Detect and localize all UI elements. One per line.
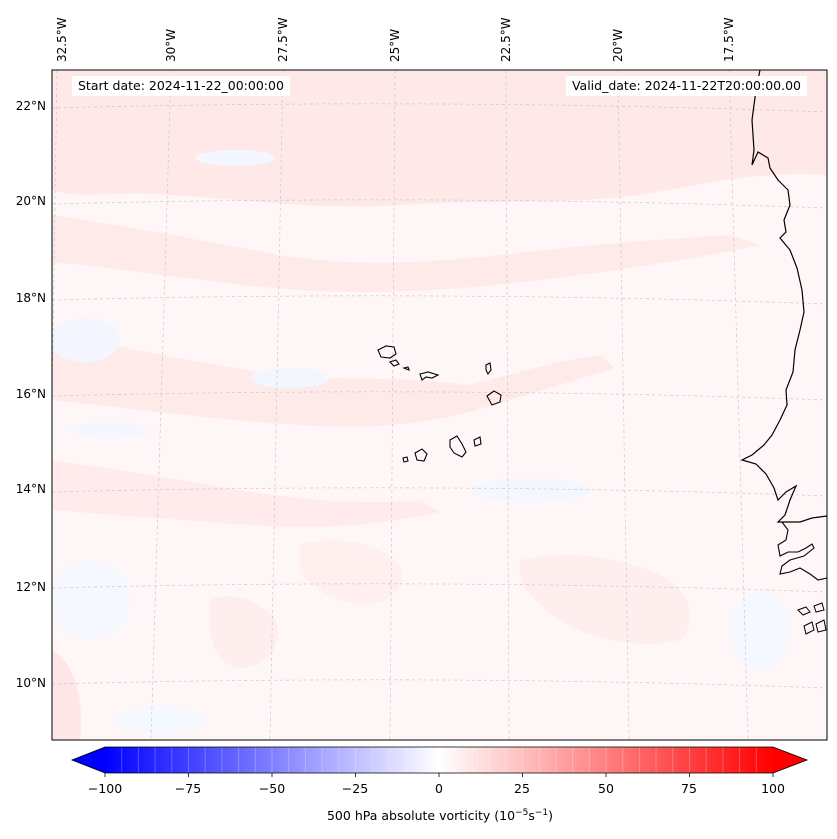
island-sal	[485, 362, 492, 376]
vorticity-negative-4	[52, 560, 130, 640]
lat-label-20n: 20°N	[15, 194, 46, 208]
island-santo-antao	[377, 345, 397, 359]
vorticity-band-lower	[52, 460, 440, 527]
island-sao-nicolau	[419, 371, 440, 381]
vorticity-negative-3	[195, 150, 275, 166]
colorbar-tick-label: 100	[761, 781, 785, 796]
lon-label-27-5w: 27.5°W	[276, 17, 290, 62]
vorticity-band-middle	[52, 330, 615, 427]
colorbar-body	[105, 747, 773, 773]
valid-date-label: Valid_date: 2024-11-22T20:00:00.00	[565, 76, 807, 96]
vorticity-patch-southwest	[52, 650, 81, 740]
gambia-river-coast	[777, 521, 827, 581]
lon-label-30w: 30°W	[164, 28, 178, 62]
island-maio	[473, 436, 482, 447]
colorbar-extend-max	[773, 747, 807, 773]
colorbar-tick-marks	[104, 773, 774, 777]
lon-label-32-5w: 32.5°W	[55, 17, 69, 62]
vorticity-band-upper	[52, 215, 760, 292]
bijagos-islands	[797, 602, 827, 635]
vorticity-negative-8	[730, 590, 790, 670]
vorticity-patch-east	[519, 555, 691, 644]
vorticity-negative-5	[70, 422, 150, 438]
start-date-label: Start date: 2024-11-22_00:00:00	[72, 76, 290, 96]
lat-label-18n: 18°N	[15, 291, 46, 305]
island-brava	[402, 456, 409, 463]
vorticity-band-north	[52, 70, 827, 207]
cape-verde-islands	[377, 345, 502, 463]
lat-label-12n: 12°N	[15, 580, 46, 594]
colorbar-tick-label: −75	[174, 781, 202, 796]
lon-label-25w: 25°W	[388, 28, 402, 62]
vorticity-negative-2	[250, 368, 330, 388]
lat-label-14n: 14°N	[15, 482, 46, 496]
colorbar-extend-min	[72, 747, 105, 773]
vorticity-patch-south	[209, 596, 279, 669]
colorbar-steps	[121, 747, 757, 773]
colorbar-tick-label: −100	[87, 781, 123, 796]
island-sao-vicente	[388, 359, 400, 367]
island-santiago	[449, 435, 467, 458]
colorbar-tick-label: 75	[681, 781, 697, 796]
island-fogo	[414, 448, 428, 462]
map-gridlines	[52, 70, 827, 740]
map-frame	[51, 69, 828, 741]
lon-label-22-5w: 22.5°W	[499, 17, 513, 62]
colorbar-label: 500 hPa absolute vorticity (10−5s−1)	[326, 808, 553, 824]
vorticity-patch-center	[300, 540, 402, 605]
lon-label-17-5w: 17.5°W	[722, 17, 736, 62]
vorticity-field	[52, 70, 827, 740]
lon-label-20w: 20°W	[611, 28, 625, 62]
colorbar-tick-label: 25	[514, 781, 530, 796]
colorbar-tick-label: −50	[258, 781, 286, 796]
lat-label-22n: 22°N	[15, 99, 46, 113]
colorbar-tick-label: 0	[435, 781, 443, 796]
lat-label-16n: 16°N	[15, 387, 46, 401]
african-coastline	[740, 70, 827, 523]
colorbar-tick-label: −25	[341, 781, 369, 796]
island-santa-luzia	[402, 366, 410, 371]
colorbar-tick-label: 50	[598, 781, 614, 796]
island-boa-vista	[486, 390, 502, 406]
vorticity-negative-1	[52, 318, 120, 362]
vorticity-negative-7	[115, 706, 205, 734]
lat-label-10n: 10°N	[15, 676, 46, 690]
colorbar	[70, 746, 809, 777]
vorticity-negative-6	[470, 478, 590, 502]
